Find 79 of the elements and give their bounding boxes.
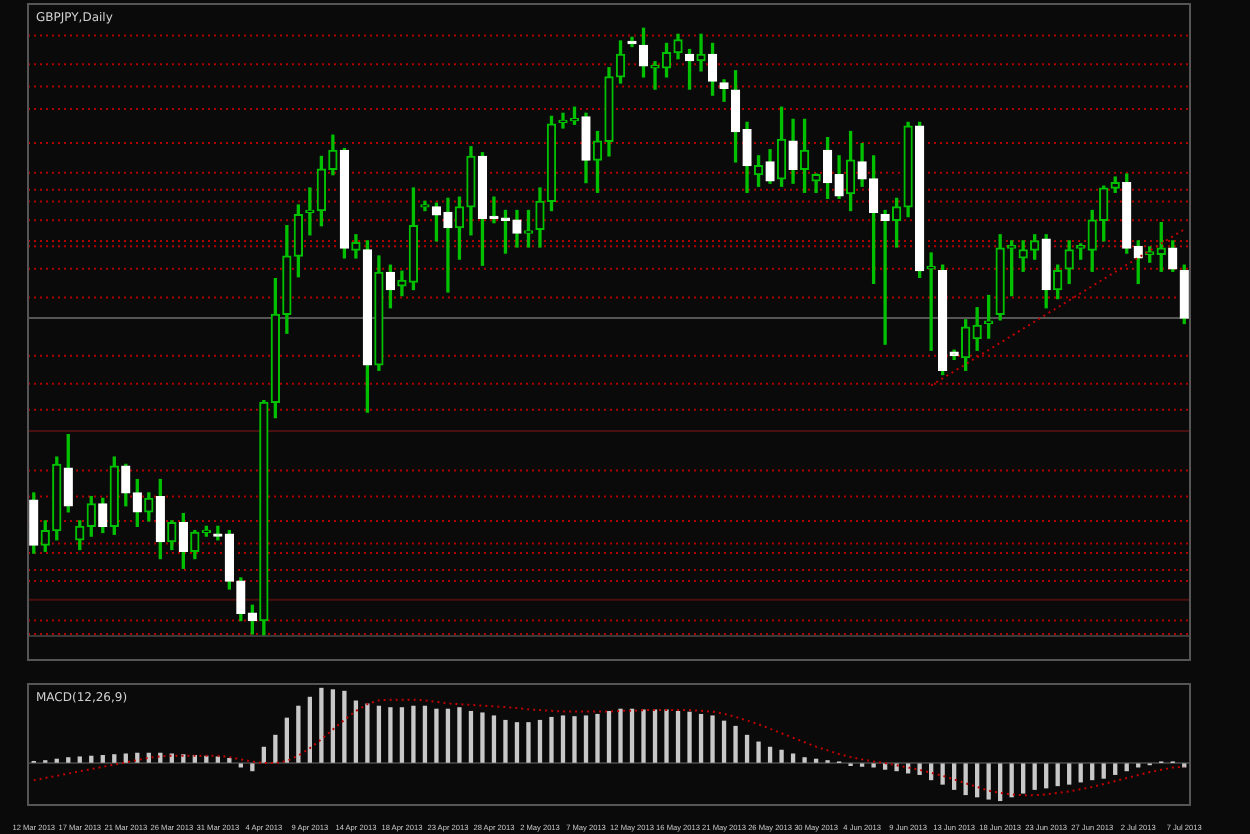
bar [986, 763, 991, 800]
bar [652, 709, 658, 763]
bar [434, 708, 439, 763]
bar [928, 763, 934, 781]
bar [606, 710, 612, 763]
bar [457, 707, 462, 763]
bar [330, 689, 336, 763]
bar [146, 752, 151, 763]
bar [1032, 763, 1037, 790]
bar [319, 687, 324, 763]
bar [261, 746, 267, 763]
bar [721, 720, 727, 763]
bar [963, 763, 968, 796]
bar [802, 757, 807, 763]
bar [1055, 763, 1060, 787]
bar [744, 734, 750, 763]
bar [975, 763, 980, 798]
bar [675, 710, 681, 763]
bar [618, 708, 623, 763]
bar [215, 756, 220, 763]
bar [1078, 763, 1083, 783]
bar [641, 709, 646, 763]
candlestick [696, 33, 706, 72]
bar [365, 703, 370, 763]
bar [100, 754, 105, 763]
bar [951, 763, 957, 790]
bar [250, 763, 255, 772]
bar [1044, 763, 1049, 789]
bar [514, 722, 520, 763]
bar [66, 757, 71, 763]
bar [940, 763, 945, 785]
bar [342, 690, 347, 763]
bar [629, 708, 635, 763]
bar [537, 719, 543, 763]
bar [89, 755, 94, 763]
bar [572, 716, 577, 763]
bar [710, 715, 715, 763]
bar [779, 749, 784, 763]
bar [227, 757, 232, 763]
bar [388, 707, 393, 763]
bar [733, 725, 738, 763]
bar [583, 715, 589, 763]
bar [664, 709, 669, 763]
bar [595, 713, 600, 763]
bar [491, 715, 497, 763]
bar [296, 705, 301, 763]
bar [917, 763, 922, 775]
bar [1009, 763, 1014, 798]
bar [882, 763, 888, 770]
bar [376, 705, 382, 763]
bar [526, 722, 531, 763]
bar [411, 705, 416, 763]
bar [503, 719, 508, 763]
bar [767, 746, 773, 763]
bar [480, 712, 485, 763]
bar [698, 713, 704, 763]
bar [1090, 763, 1095, 781]
bar [307, 696, 313, 763]
bar [123, 753, 128, 763]
bar [1101, 763, 1106, 779]
bar [77, 756, 82, 763]
bar [112, 754, 117, 763]
bar [756, 741, 761, 763]
bar [468, 710, 474, 763]
bar [1021, 763, 1026, 794]
bar [353, 700, 359, 763]
bar [445, 708, 451, 763]
bar [687, 711, 692, 763]
bar [998, 763, 1003, 802]
bar [790, 753, 796, 763]
bar [284, 717, 290, 763]
bar [560, 715, 566, 763]
bar [549, 716, 554, 763]
bar [1067, 763, 1072, 785]
bar [273, 734, 278, 763]
bar [399, 707, 405, 763]
bar [1113, 763, 1118, 775]
bar [422, 705, 428, 763]
bar [1124, 763, 1129, 772]
